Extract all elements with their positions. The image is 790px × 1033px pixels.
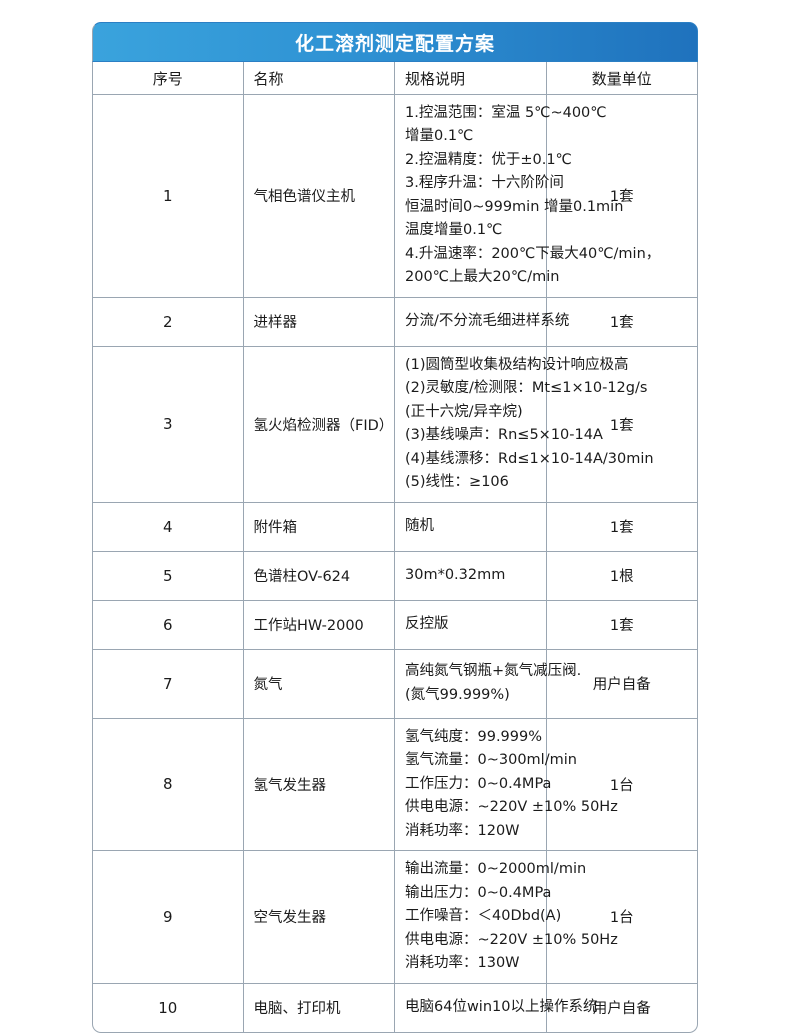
cell-quantity-unit: 1套: [546, 95, 698, 298]
spec-line: 反控版: [405, 616, 449, 633]
spec-line: (2)灵敏度/检测限：Mt≤1×10-12g/s: [405, 380, 648, 397]
cell-index: 8: [92, 718, 244, 852]
cell-item-name: 空气发生器: [243, 851, 395, 984]
spec-line: 输出压力：0~0.4MPa: [405, 884, 552, 901]
spec-line: (氮气99.999%): [405, 686, 510, 703]
cell-specification: 30m*0.32mm: [395, 551, 547, 601]
column-header-index: 序号: [92, 62, 244, 95]
spec-line: 消耗功率：130W: [405, 955, 520, 972]
cell-specification: 分流/不分流毛细进样系统: [395, 297, 570, 347]
table-row: 9 空气发生器 输出流量：0~2000ml/min 输出压力：0~0.4MPa 工作噪音…: [92, 851, 698, 984]
spec-table-container: 化工溶剂测定配置方案 序号 名称 规格说明 数量单位 1 气相色谱仪主机 1.控温范…: [92, 22, 698, 1033]
spec-line: 随机: [405, 518, 434, 535]
cell-index: 7: [92, 649, 244, 719]
spec-line: 工作噪音：＜40Dbd(A): [405, 908, 562, 925]
cell-item-name: 附件箱: [243, 502, 395, 552]
spec-line: 30m*0.32mm: [405, 567, 506, 584]
cell-specification: 1.控温范围：室温 5℃~400℃ 增量0.1℃ 2.控温精度：优于±0.1℃ 3.程…: [395, 95, 661, 298]
spec-line: 供电电源：~220V ±10% 50Hz: [405, 799, 618, 816]
table-row: 4 附件箱 随机 1套: [92, 502, 698, 552]
table-title-row: 化工溶剂测定配置方案: [92, 22, 698, 62]
cell-item-name: 氢气发生器: [243, 718, 395, 852]
cell-index: 6: [92, 600, 244, 650]
spec-line: 4.升温速率：200℃下最大40℃/min，: [405, 245, 661, 262]
table-row: 2 进样器 分流/不分流毛细进样系统 1套: [92, 297, 698, 347]
cell-specification: 随机: [395, 502, 547, 552]
cell-specification: (1)圆筒型收集极结构设计响应极高 (2)灵敏度/检测限：Mt≤1×10-12g/…: [395, 346, 654, 503]
cell-item-name: 色谱柱OV-624: [243, 551, 395, 601]
spec-line: 工作压力：0~0.4MPa: [405, 775, 552, 792]
spec-line: 恒温时间0~999min 增量0.1min: [405, 198, 624, 215]
table-row: 8 氢气发生器 氢气纯度：99.999% 氢气流量：0~300ml/min 工作压力：0…: [92, 718, 698, 852]
cell-index: 5: [92, 551, 244, 601]
cell-specification: 氢气纯度：99.999% 氢气流量：0~300ml/min 工作压力：0~0.4MP…: [395, 718, 618, 852]
cell-quantity-unit: 用户自备: [546, 649, 698, 719]
spec-line: 供电电源：~220V ±10% 50Hz: [405, 931, 618, 948]
cell-specification: 输出流量：0~2000ml/min 输出压力：0~0.4MPa 工作噪音：＜40Db…: [395, 851, 618, 984]
table-row: 7 氮气 高纯氮气钢瓶+氮气减压阀. (氮气99.999%) 用户自备: [92, 649, 698, 719]
table-row: 6 工作站HW-2000 反控版 1套: [92, 600, 698, 650]
spec-line: 输出流量：0~2000ml/min: [405, 861, 587, 878]
spec-line: 氢气纯度：99.999%: [405, 728, 543, 745]
spec-line: (4)基线漂移：Rd≤1×10-14A/30min: [405, 450, 654, 467]
cell-item-name: 气相色谱仪主机: [243, 95, 395, 298]
cell-index: 3: [92, 346, 244, 503]
spec-line: 200℃上最大20℃/min: [405, 269, 560, 286]
cell-item-name: 电脑、打印机: [243, 983, 395, 1033]
spec-line: 增量0.1℃: [405, 128, 474, 145]
cell-index: 1: [92, 95, 244, 298]
cell-item-name: 氢火焰检测器（FID）: [243, 346, 395, 503]
column-header-name: 名称: [243, 62, 395, 95]
cell-index: 2: [92, 297, 244, 347]
cell-specification: 反控版: [395, 600, 547, 650]
spec-table-body: 化工溶剂测定配置方案 序号 名称 规格说明 数量单位 1 气相色谱仪主机 1.控温范…: [92, 22, 698, 1033]
table-header-row: 序号 名称 规格说明 数量单位: [92, 62, 698, 95]
cell-quantity-unit: 用户自备: [546, 983, 698, 1033]
spec-line: (正十六烷/异辛烷): [405, 403, 523, 420]
cell-index: 9: [92, 851, 244, 984]
cell-index: 10: [92, 983, 244, 1033]
cell-item-name: 氮气: [243, 649, 395, 719]
table-row: 10 电脑、打印机 电脑64位win10以上操作系统 用户自备: [92, 983, 698, 1033]
page-title: 化工溶剂测定配置方案: [92, 22, 698, 62]
spec-line: 3.程序升温：十六阶阶间: [405, 175, 564, 192]
column-header-quantity: 数量单位: [546, 62, 698, 95]
spec-line: 氢气流量：0~300ml/min: [405, 752, 577, 769]
table-row: 3 氢火焰检测器（FID） (1)圆筒型收集极结构设计响应极高 (2)灵敏度/检测限：…: [92, 346, 698, 503]
spec-line: 高纯氮气钢瓶+氮气减压阀.: [405, 663, 582, 680]
cell-quantity-unit: 1套: [546, 297, 698, 347]
cell-item-name: 工作站HW-2000: [243, 600, 395, 650]
cell-quantity-unit: 1套: [546, 502, 698, 552]
table-row: 5 色谱柱OV-624 30m*0.32mm 1根: [92, 551, 698, 601]
spec-line: (3)基线噪声：Rn≤5×10-14A: [405, 427, 603, 444]
cell-specification: 电脑64位win10以上操作系统: [395, 983, 598, 1033]
spec-line: 电脑64位win10以上操作系统: [405, 998, 598, 1015]
cell-index: 4: [92, 502, 244, 552]
cell-quantity-unit: 1台: [546, 851, 698, 984]
cell-quantity-unit: 1套: [546, 600, 698, 650]
cell-item-name: 进样器: [243, 297, 395, 347]
spec-line: 1.控温范围：室温 5℃~400℃: [405, 105, 607, 121]
spec-line: 2.控温精度：优于±0.1℃: [405, 151, 572, 168]
spec-line: (5)线性：≥106: [405, 474, 509, 491]
table-row: 1 气相色谱仪主机 1.控温范围：室温 5℃~400℃ 增量0.1℃ 2.控温精度：优于…: [92, 95, 698, 298]
configuration-spec-table: 化工溶剂测定配置方案 序号 名称 规格说明 数量单位 1 气相色谱仪主机 1.控温范…: [92, 22, 698, 1033]
spec-line: (1)圆筒型收集极结构设计响应极高: [405, 356, 629, 373]
cell-quantity-unit: 1台: [546, 718, 698, 852]
page-root: 化工溶剂测定配置方案 序号 名称 规格说明 数量单位 1 气相色谱仪主机 1.控温范…: [92, 22, 698, 1033]
spec-line: 消耗功率：120W: [405, 822, 520, 839]
cell-quantity-unit: 1套: [546, 346, 698, 503]
column-header-spec: 规格说明: [395, 62, 547, 95]
cell-quantity-unit: 1根: [546, 551, 698, 601]
spec-line: 温度增量0.1℃: [405, 222, 503, 239]
cell-specification: 高纯氮气钢瓶+氮气减压阀. (氮气99.999%): [395, 649, 582, 719]
spec-line: 分流/不分流毛细进样系统: [405, 313, 570, 330]
